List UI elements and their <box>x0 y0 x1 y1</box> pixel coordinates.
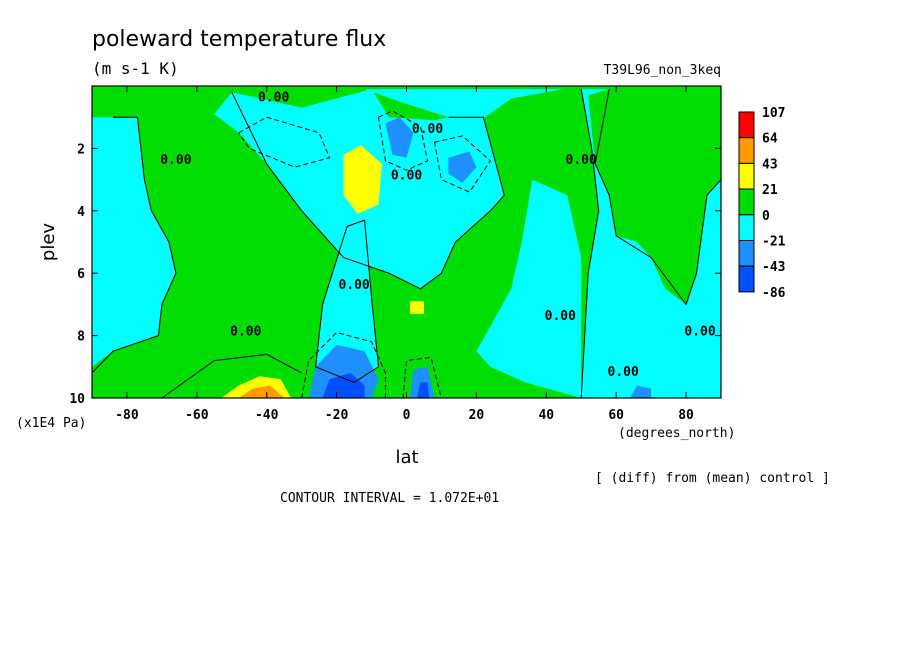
y-axis-ticks: 2 4 6 8 10 <box>69 142 721 407</box>
colorbar-label: 0 <box>762 209 770 224</box>
diff-note: [ (diff) from (mean) control ] <box>595 471 830 486</box>
run-label: T39L96_non_3keq <box>604 63 721 78</box>
x-units-label: (degrees_north) <box>618 426 735 441</box>
contour-region-19 <box>417 382 430 398</box>
contour-region-6 <box>364 89 564 124</box>
colorbar-label: 107 <box>762 106 785 121</box>
contour-region-8 <box>588 89 721 305</box>
colorbar-swatch <box>738 214 755 242</box>
x-tick-label: -40 <box>255 408 279 423</box>
contour-value-label-8: 0.00 <box>684 325 715 340</box>
contour-value-label-7: 0.00 <box>608 365 639 380</box>
contour-region-17 <box>322 373 365 398</box>
chart-title: poleward temperature flux <box>92 27 386 52</box>
contour-line-8 <box>434 135 492 193</box>
colorbar-label: -43 <box>762 260 785 275</box>
contour-line-layer <box>92 89 721 398</box>
x-tick-label: -80 <box>115 408 139 423</box>
contour-region-15 <box>448 151 477 183</box>
contour-line-7 <box>378 110 429 171</box>
contour-region-1 <box>92 117 176 367</box>
x-tick-label: 40 <box>538 408 554 423</box>
contour-region-12 <box>343 145 382 214</box>
contour-value-label-9: 0.00 <box>258 91 289 106</box>
contour-region-11 <box>238 385 285 398</box>
contour-line-5 <box>161 353 302 398</box>
x-axis-label: lat <box>395 447 418 468</box>
colorbar-swatch <box>738 188 755 216</box>
contour-interval: CONTOUR INTERVAL = 1.072E+01 <box>280 491 499 506</box>
contour-region-20 <box>630 385 652 398</box>
contour-value-label-2: 0.00 <box>338 278 369 293</box>
contour-line-6 <box>238 116 331 168</box>
contour-line-0 <box>92 116 177 374</box>
x-tick-label: -20 <box>325 408 349 423</box>
colorbar-swatch <box>738 162 755 190</box>
contour-line-4 <box>594 89 721 306</box>
y-tick-label: 2 <box>77 142 85 157</box>
y-tick-label: 8 <box>77 330 85 345</box>
colorbar-label: 64 <box>762 132 778 147</box>
contour-value-label-4: 0.00 <box>391 169 422 184</box>
colorbar-swatch <box>738 137 755 164</box>
contour-line-1 <box>231 91 505 290</box>
contour-fill-layer <box>92 89 721 398</box>
y-tick-label: 10 <box>69 392 85 407</box>
colorbar: 107 64 43 21 0 -21 -43 -86 <box>738 106 786 301</box>
x-tick-label: 0 <box>403 408 411 423</box>
contour-value-label-1: 0.00 <box>230 325 261 340</box>
contour-value-label-5: 0.00 <box>545 309 576 324</box>
contour-value-label-3: 0.00 <box>412 122 443 137</box>
x-axis-ticks: -80 -60 -40 -20 0 20 40 60 80 <box>115 86 694 423</box>
colorbar-swatch <box>738 240 755 267</box>
colorbar-swatch <box>738 111 755 139</box>
x-tick-label: 60 <box>608 408 624 423</box>
colorbar-label: 21 <box>762 183 778 198</box>
contour-region-5 <box>315 220 379 383</box>
contour-region-4 <box>476 179 582 398</box>
colorbar-label: -86 <box>762 286 786 301</box>
contour-value-label-6: 0.00 <box>566 153 597 168</box>
y-units-label: (x1E4 Pa) <box>16 416 86 431</box>
x-tick-label: 20 <box>469 408 485 423</box>
colorbar-label: -21 <box>762 235 786 250</box>
y-tick-label: 4 <box>77 205 85 220</box>
contour-region-14 <box>385 117 414 158</box>
contour-line-9 <box>301 331 386 398</box>
contour-region-13 <box>410 301 424 314</box>
contour-line-3 <box>580 89 600 398</box>
contour-line-2 <box>315 219 380 383</box>
contour-line-10 <box>402 356 442 398</box>
y-tick-label: 6 <box>77 267 85 282</box>
contour-value-label-0: 0.00 <box>160 153 191 168</box>
x-tick-label: 80 <box>678 408 694 423</box>
colorbar-swatch <box>738 265 755 293</box>
colorbar-label: 43 <box>762 157 778 172</box>
x-tick-label: -60 <box>185 408 209 423</box>
chart-subtitle: (m s-1 K) <box>92 59 179 78</box>
contour-label-layer: 0.00 0.00 0.00 0.00 0.00 0.00 0.00 0.00 0.00 0.00 <box>160 91 716 381</box>
y-axis-label: plev <box>38 223 59 262</box>
